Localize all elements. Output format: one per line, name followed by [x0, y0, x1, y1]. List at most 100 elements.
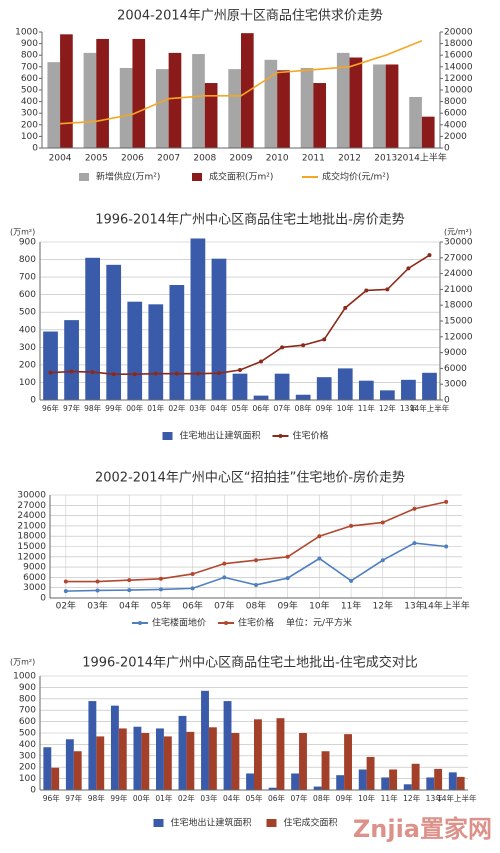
bar: [231, 733, 240, 790]
x-tick-label: 07年: [274, 403, 292, 413]
x-tick-label: 2009: [230, 154, 253, 164]
marker: [406, 266, 411, 271]
x-tick-label: 08年: [295, 403, 313, 413]
y-tick-label: 300: [21, 109, 38, 119]
x-tick-label: 05年: [245, 793, 263, 803]
x-tick-label: 10年: [337, 403, 355, 413]
x-tick-label: 2013: [374, 154, 397, 164]
bar: [64, 320, 79, 400]
x-tick-label: 2006: [121, 154, 144, 164]
bar: [299, 733, 307, 790]
y-tick-label: 0: [30, 396, 36, 406]
y-tick-label: 600: [19, 290, 36, 300]
y2-tick-label: 2000: [444, 132, 467, 142]
y2-tick-label: 9000: [444, 348, 467, 358]
marker: [412, 506, 417, 511]
bar: [313, 83, 327, 148]
bar: [228, 69, 241, 148]
legend-label: 住宅价格: [293, 430, 329, 442]
y-tick-label: 12000: [17, 552, 46, 562]
marker: [385, 287, 390, 292]
x-tick-label: 06年: [253, 403, 271, 413]
legend-label: 住宅楼面地价: [152, 617, 206, 629]
y-tick-label: 600: [19, 717, 36, 727]
x-tick-label: 01年: [147, 403, 165, 413]
y-tick-label: 0: [32, 144, 38, 154]
bar: [190, 238, 206, 400]
legend-label: 新增供应(万m²): [96, 171, 160, 183]
marker: [238, 367, 242, 372]
y2-tick-label: 0: [444, 396, 450, 406]
bar: [232, 373, 248, 400]
x-tick-label: 11年: [381, 793, 399, 803]
marker: [190, 571, 195, 576]
x-tick-label: 00年: [133, 793, 151, 803]
legend-marker: [278, 434, 283, 438]
y-tick-label: 700: [19, 706, 36, 716]
bar: [65, 739, 74, 790]
bar: [47, 62, 61, 148]
bar: [381, 777, 390, 790]
y2-tick-label: 21000: [444, 285, 473, 295]
marker: [444, 499, 449, 504]
bar: [60, 34, 73, 148]
marker: [349, 523, 354, 528]
y-tick-label: 200: [19, 360, 36, 370]
y-tick-label: 21000: [17, 521, 46, 531]
bar: [133, 726, 142, 790]
x-tick-label: 03年: [200, 793, 218, 803]
marker: [380, 520, 385, 525]
y-axis-label: (万m²): [10, 658, 35, 667]
x-tick-label: 97年: [65, 793, 83, 803]
x-tick-label: 2012: [338, 154, 361, 164]
bar: [211, 258, 227, 400]
legend-swatch: [162, 432, 173, 440]
marker: [63, 589, 68, 594]
y-tick-label: 18000: [17, 532, 46, 542]
y2-tick-label: 3000: [444, 380, 467, 390]
x-tick-label: 14年上半年: [437, 793, 477, 803]
y-tick-label: 200: [19, 763, 36, 773]
bar: [178, 715, 187, 790]
y2-tick-label: 14000: [444, 62, 473, 72]
y-tick-label: 400: [21, 97, 38, 107]
y-tick-label: 900: [19, 683, 36, 693]
bar: [389, 769, 398, 790]
bar: [385, 64, 399, 148]
y-tick-label: 1000: [13, 672, 36, 682]
x-tick-label: 13年: [404, 600, 424, 612]
x-tick-label: 07年: [291, 793, 309, 803]
marker: [153, 371, 158, 376]
legend-label: 住宅地出让建筑面积: [171, 817, 252, 829]
y-tick-label: 400: [19, 740, 36, 750]
bar: [155, 69, 169, 148]
marker: [285, 554, 290, 559]
x-tick-label: 09年: [277, 600, 297, 612]
legend-label: 成交面积(万m²): [209, 171, 273, 183]
marker: [195, 371, 200, 376]
marker: [127, 588, 132, 593]
bar: [156, 728, 164, 790]
x-tick-label: 03年: [189, 403, 207, 413]
marker: [95, 579, 100, 584]
y2-tick-label: 8000: [444, 97, 467, 107]
bar: [291, 773, 300, 790]
y-tick-label: 30000: [17, 491, 46, 501]
bar: [349, 57, 363, 148]
y2-tick-label: 16000: [444, 51, 473, 61]
y-tick-label: 700: [21, 62, 38, 72]
x-tick-label: 2010: [266, 154, 289, 164]
marker: [69, 369, 74, 374]
x-tick-label: 98年: [88, 793, 106, 803]
x-tick-label: 2008: [193, 154, 216, 164]
y2-tick-label: 6000: [444, 364, 467, 374]
y2-tick-label: 30000: [444, 238, 473, 248]
bar: [456, 776, 465, 790]
bar: [96, 736, 105, 790]
bar: [141, 733, 150, 790]
y2-tick-label: 24000: [444, 269, 473, 279]
y-tick-label: 600: [21, 74, 38, 84]
marker: [317, 534, 322, 539]
marker: [158, 576, 163, 581]
y-tick-label: 800: [21, 51, 38, 61]
